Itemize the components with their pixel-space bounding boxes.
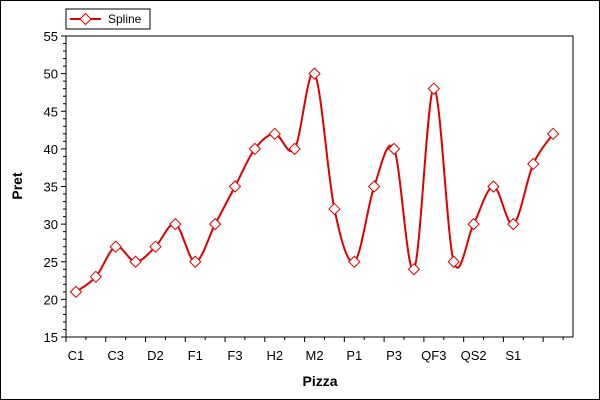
x-tick-label: C1 — [68, 348, 85, 363]
legend: Spline — [65, 8, 151, 30]
x-tick-label: S1 — [505, 348, 521, 363]
data-point — [129, 255, 142, 268]
data-point — [546, 127, 560, 141]
y-tick-label: 20 — [44, 292, 58, 307]
data-point — [89, 270, 103, 284]
axes: 15 20 25 30 35 40 45 50 55 C1 C3 D2 F1 F3 H2 M2 P1 P3 QF3 Q… — [44, 29, 574, 363]
data-point — [427, 82, 441, 95]
data-point — [507, 217, 520, 231]
y-tick-label: 15 — [44, 330, 58, 345]
data-point — [407, 263, 421, 276]
data-point — [308, 67, 321, 80]
y-tick-label: 50 — [44, 67, 58, 82]
x-tick-label: C3 — [107, 348, 124, 363]
data-point — [268, 127, 281, 141]
x-tick-label: P3 — [386, 348, 402, 363]
data-point — [149, 240, 162, 253]
x-tick-label: QS2 — [461, 348, 487, 363]
legend-swatch-marker — [79, 12, 92, 26]
x-tick-label: D2 — [147, 348, 164, 363]
y-tick-label: 55 — [44, 29, 58, 44]
x-axis-title: Pizza — [302, 373, 337, 389]
x-tick-label: F1 — [188, 348, 203, 363]
y-tick-label: 45 — [44, 104, 58, 119]
data-point — [288, 142, 301, 156]
y-axis-title: Pret — [9, 172, 25, 200]
series-markers — [69, 67, 560, 299]
y-tick-label: 25 — [44, 255, 58, 270]
legend-box — [65, 8, 151, 30]
x-tick-label: P1 — [346, 348, 362, 363]
data-point — [447, 255, 460, 268]
data-point — [189, 255, 202, 268]
data-point — [69, 285, 83, 299]
x-tick-label: QF3 — [421, 348, 446, 363]
y-tick-label: 35 — [44, 180, 58, 195]
data-point — [527, 157, 540, 171]
y-tick-label: 30 — [44, 217, 58, 232]
x-tick-label: H2 — [266, 348, 283, 363]
data-point — [248, 142, 262, 156]
data-point — [208, 217, 222, 231]
data-point — [328, 202, 341, 216]
legend-label: Spline — [108, 12, 142, 26]
data-point — [169, 217, 182, 231]
data-point — [348, 255, 361, 268]
series-line-spline — [75, 72, 554, 293]
y-tick-label: 40 — [44, 142, 58, 157]
data-point — [367, 180, 381, 193]
data-point — [467, 217, 480, 231]
x-tick-label: F3 — [227, 348, 242, 363]
x-tick-label: M2 — [305, 348, 323, 363]
data-point — [109, 240, 122, 253]
data-point — [487, 180, 500, 193]
data-point — [228, 180, 242, 193]
data-point — [387, 142, 401, 156]
